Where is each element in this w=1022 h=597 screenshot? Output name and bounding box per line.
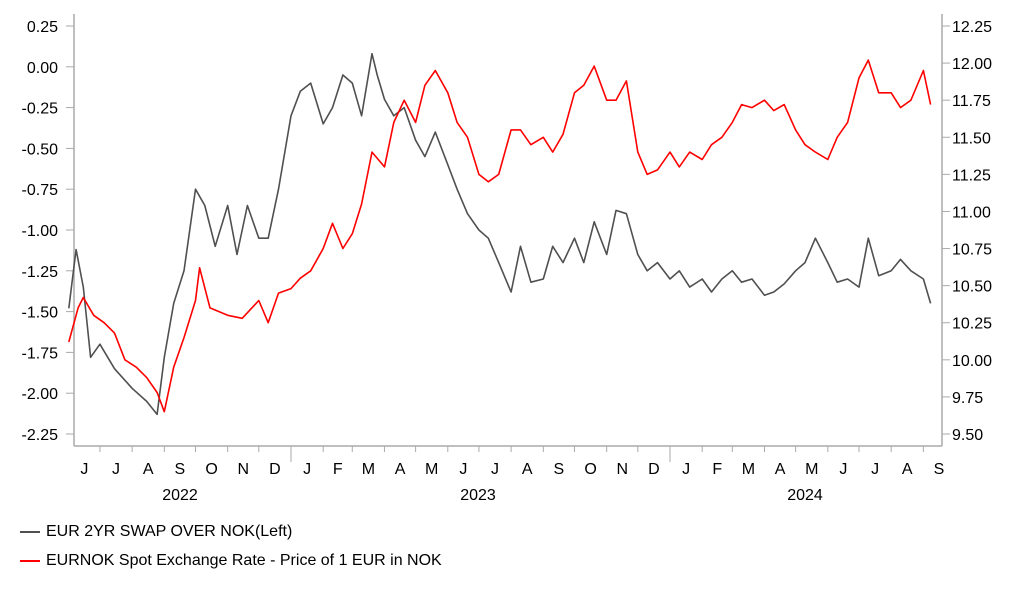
month-label: N [616,461,628,478]
month-label: O [584,461,596,478]
month-label: S [175,461,186,478]
month-label: J [112,461,120,478]
month-label: J [80,461,88,478]
right-tick-label: 11.25 [952,167,991,184]
right-tick-label: 9.75 [952,390,983,407]
left-tick-label: -1.00 [22,223,59,240]
month-label: N [237,461,249,478]
month-label: J [303,461,311,478]
year-label: 2023 [460,487,496,504]
legend-swatch-red [20,560,40,562]
month-label: A [395,461,406,478]
right-tick-label: 12.00 [952,56,992,73]
month-label: A [143,461,154,478]
month-label: F [712,461,722,478]
month-label: F [333,461,343,478]
month-label: M [742,461,755,478]
right-tick-label: 10.50 [952,279,992,296]
month-label: M [805,461,818,478]
month-label: S [554,461,565,478]
legend-item-swap: EUR 2YR SWAP OVER NOK(Left) [20,523,292,541]
left-tick-label: -0.75 [22,182,59,199]
left-tick-label: -1.50 [22,305,59,322]
month-label: M [425,461,438,478]
legend-label-swap: EUR 2YR SWAP OVER NOK(Left) [46,523,293,540]
chart-plot: 0.25 0.00 -0.25 -0.50 -0.75 -1.00 -1.25 -1.50 -1… [22,14,992,504]
year-label: 2024 [787,487,823,504]
month-label: J [491,461,499,478]
month-label: D [648,461,660,478]
left-tick-label: -0.50 [22,141,59,158]
right-tick-label: 11.75 [952,93,991,110]
right-tick-label: 12.25 [952,19,992,36]
right-tick-label: 9.50 [952,427,983,444]
month-label: M [362,461,375,478]
left-tick-label: -2.00 [22,386,59,403]
left-tick-label: 0.00 [27,60,58,77]
legend-label-eurnok: EURNOK Spot Exchange Rate - Price of 1 E… [46,552,442,569]
series-line-eurnok [68,59,932,413]
month-label: J [459,461,467,478]
month-label: J [682,461,690,478]
month-label: A [522,461,533,478]
left-tick-label: 0.25 [27,19,58,36]
left-tick-label: -0.25 [22,101,59,118]
left-tick-label: -2.25 [22,427,59,444]
right-tick-label: 10.25 [952,316,992,333]
legend-item-eurnok: EURNOK Spot Exchange Rate - Price of 1 E… [20,552,442,570]
month-label: D [269,461,281,478]
year-label: 2022 [162,487,198,504]
month-label: A [775,461,786,478]
series-line-swap [68,52,932,416]
right-tick-label: 11.00 [952,204,991,221]
month-label: S [934,461,945,478]
right-tick-label: 10.75 [952,242,992,259]
month-label: J [871,461,879,478]
month-label: O [205,461,217,478]
month-label: J [839,461,847,478]
legend-swatch-gray [20,531,40,533]
left-tick-label: -1.75 [22,345,59,362]
right-tick-label: 11.50 [952,130,991,147]
month-label: A [902,461,913,478]
right-tick-label: 10.00 [952,353,992,370]
left-tick-label: -1.25 [22,264,59,281]
